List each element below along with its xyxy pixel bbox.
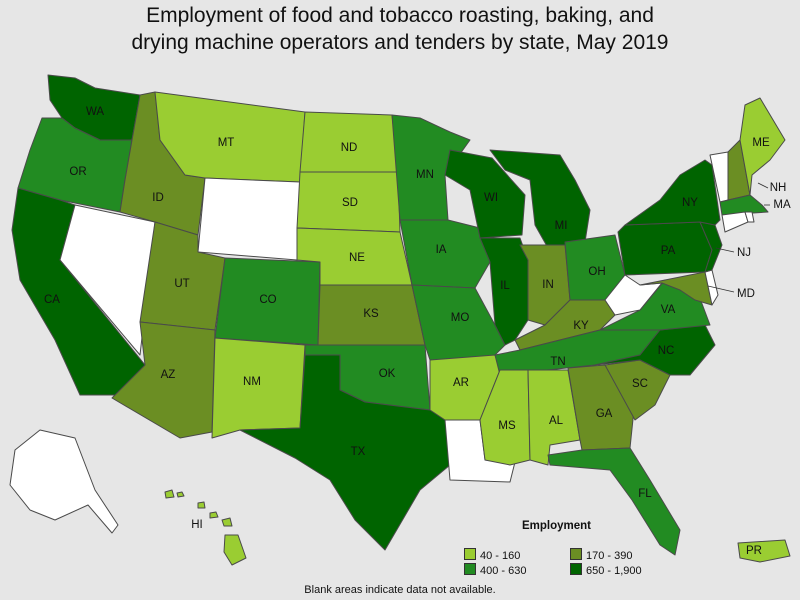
state-label-ne: NE xyxy=(349,252,365,264)
state-me xyxy=(739,97,786,196)
state-label-ms: MS xyxy=(498,420,516,432)
state-label-ok: OK xyxy=(379,368,396,380)
state-ri xyxy=(744,211,755,223)
legend-swatch-2 xyxy=(570,548,582,560)
title-line-1: Employment of food and tobacco roasting,… xyxy=(146,4,654,27)
state-hi xyxy=(164,489,247,566)
legend-swatch-1 xyxy=(464,548,476,560)
state-ny xyxy=(624,159,721,226)
state-label-ia: IA xyxy=(436,244,447,256)
state-label-me: ME xyxy=(752,137,770,149)
state-ma xyxy=(719,194,769,216)
state-ct xyxy=(721,211,749,233)
legend-swatch-4 xyxy=(570,563,582,575)
state-az xyxy=(111,321,216,439)
state-mo xyxy=(411,284,506,361)
legend-item-3: 400 - 630 xyxy=(464,563,526,577)
legend-label-2: 170 - 390 xyxy=(586,550,633,562)
state-label-id: ID xyxy=(152,192,164,204)
state-label-nm: NM xyxy=(243,376,261,388)
state-label-pr: PR xyxy=(746,545,762,557)
state-label-sc: SC xyxy=(632,378,648,390)
state-wy xyxy=(197,177,301,261)
legend-label-1: 40 - 160 xyxy=(480,550,521,562)
legend-item-2: 170 - 390 xyxy=(570,548,632,562)
state-label-mn: MN xyxy=(416,169,434,181)
legend-label-3: 400 - 630 xyxy=(480,565,527,577)
state-ak xyxy=(9,429,119,534)
state-label-hi: HI xyxy=(191,519,203,531)
state-label-md: MD xyxy=(737,288,755,300)
state-nc xyxy=(594,324,716,376)
title-line-2: drying machine operators and tenders by … xyxy=(131,31,669,54)
state-label-il: IL xyxy=(500,280,510,292)
state-label-ut: UT xyxy=(174,278,189,290)
legend-item-4: 650 - 1,900 xyxy=(570,563,642,577)
state-label-nh: NH xyxy=(770,182,787,194)
state-tx xyxy=(239,354,451,551)
state-label-tx: TX xyxy=(351,446,366,458)
footnote: Blank areas indicate data not available. xyxy=(304,584,496,596)
state-label-or: OR xyxy=(69,166,86,178)
map-title: Employment of food and tobacco roasting,… xyxy=(0,2,800,56)
state-label-ny: NY xyxy=(682,197,698,209)
state-label-wa: WA xyxy=(86,106,104,118)
state-label-ks: KS xyxy=(363,308,379,320)
state-label-nj: NJ xyxy=(737,247,751,259)
state-label-tn: TN xyxy=(550,356,565,368)
state-nv xyxy=(59,204,156,356)
state-label-in: IN xyxy=(542,279,554,291)
state-label-ky: KY xyxy=(573,320,589,332)
state-label-oh: OH xyxy=(588,266,605,278)
state-label-sd: SD xyxy=(342,197,358,209)
legend-label-4: 650 - 1,900 xyxy=(586,565,642,577)
state-label-ca: CA xyxy=(44,294,60,306)
state-fl xyxy=(547,447,681,556)
legend-title: Employment xyxy=(522,520,592,532)
label-leader-lines xyxy=(707,182,770,293)
state-label-mi: MI xyxy=(555,220,568,232)
state-label-ar: AR xyxy=(453,377,469,389)
state-label-nc: NC xyxy=(658,345,675,357)
state-label-va: VA xyxy=(661,304,676,316)
state-label-nd: ND xyxy=(341,142,358,154)
state-label-wi: WI xyxy=(484,192,498,204)
state-label-mo: MO xyxy=(451,312,470,324)
state-label-co: CO xyxy=(259,294,276,306)
legend-item-1: 40 - 160 xyxy=(464,548,520,562)
state-label-ga: GA xyxy=(596,408,613,420)
state-label-ma: MA xyxy=(773,199,791,211)
state-label-al: AL xyxy=(549,415,564,427)
legend-swatch-3 xyxy=(464,563,476,575)
state-label-fl: FL xyxy=(638,488,652,500)
state-label-az: AZ xyxy=(161,369,176,381)
state-label-pa: PA xyxy=(661,245,676,257)
state-label-mt: MT xyxy=(218,137,235,149)
state-wi xyxy=(444,149,526,239)
state-pr xyxy=(737,539,791,563)
